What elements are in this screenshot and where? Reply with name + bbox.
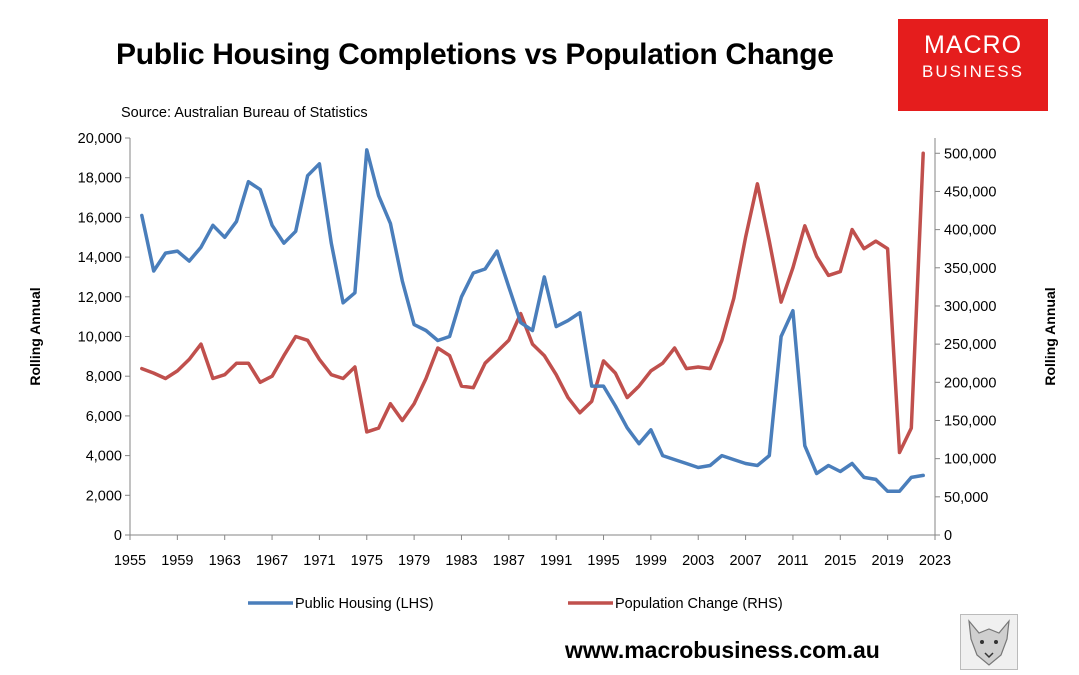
x-tick-label: 1999 <box>635 553 667 569</box>
x-tick-label: 1975 <box>351 553 383 569</box>
y-tick-label-right: 500,000 <box>944 146 996 162</box>
y-tick-label-left: 14,000 <box>78 250 122 266</box>
wolf-icon <box>960 614 1018 670</box>
chart-title: Public Housing Completions vs Population… <box>116 38 834 71</box>
x-tick-label: 1995 <box>587 553 619 569</box>
y-tick-label-left: 10,000 <box>78 330 122 346</box>
y-tick-label-right: 400,000 <box>944 223 996 239</box>
y-tick-label-right: 450,000 <box>944 184 996 200</box>
y-tick-label-left: 6,000 <box>86 409 122 425</box>
x-tick-label: 1987 <box>493 553 525 569</box>
y-tick-label-left: 2,000 <box>86 488 122 504</box>
y-tick-label-right: 350,000 <box>944 261 996 277</box>
y-tick-label-left: 12,000 <box>78 290 122 306</box>
y-tick-label-left: 0 <box>114 528 122 544</box>
x-tick-label: 1991 <box>540 553 572 569</box>
x-tick-label: 1967 <box>256 553 288 569</box>
y-tick-label-right: 300,000 <box>944 299 996 315</box>
y-tick-label-right: 50,000 <box>944 490 988 506</box>
series-line-population-change-rhs <box>140 151 925 455</box>
x-tick-label: 2023 <box>919 553 951 569</box>
x-tick-label: 2019 <box>872 553 904 569</box>
chart-series <box>140 148 925 494</box>
x-tick-label: 1955 <box>114 553 146 569</box>
website-url: www.macrobusiness.com.au <box>565 637 880 663</box>
x-tick-label: 1971 <box>303 553 335 569</box>
x-tick-label: 2011 <box>777 553 808 569</box>
chart-source: Source: Australian Bureau of Statistics <box>121 105 368 121</box>
x-tick-label: 1959 <box>161 553 193 569</box>
y-tick-label-right: 100,000 <box>944 452 996 468</box>
y-tick-label-left: 18,000 <box>78 171 122 187</box>
x-tick-label: 1979 <box>398 553 430 569</box>
y-tick-label-left: 16,000 <box>78 210 122 226</box>
y-tick-label-right: 0 <box>944 528 952 544</box>
y-tick-label-right: 150,000 <box>944 413 996 429</box>
x-tick-label: 2007 <box>729 553 761 569</box>
series-line-public-housing-lhs <box>140 148 925 494</box>
chart-axes: 0 2,000 4,000 6,000 8,000 10,000 12,000 14,000 1… <box>27 131 1058 569</box>
y-tick-label-left: 4,000 <box>86 449 122 465</box>
y-axis-title-left: Rolling Annual <box>27 287 43 385</box>
y-tick-label-left: 8,000 <box>86 369 122 385</box>
x-tick-label: 2003 <box>682 553 714 569</box>
y-tick-label-left: 20,000 <box>78 131 122 147</box>
y-tick-label-right: 200,000 <box>944 375 996 391</box>
logo-line1: MACRO <box>923 31 1023 59</box>
y-axis-title-right: Rolling Annual <box>1042 287 1058 385</box>
logo-line2: BUSINESS <box>922 62 1024 81</box>
x-tick-label: 2015 <box>824 553 856 569</box>
y-tick-label-right: 250,000 <box>944 337 996 353</box>
legend-label-public-housing-lhs: Public Housing (LHS) <box>295 596 434 612</box>
x-tick-label: 1983 <box>445 553 477 569</box>
x-tick-label: 1963 <box>209 553 241 569</box>
legend-label-population-change-rhs: Population Change (RHS) <box>615 596 783 612</box>
macrobusiness-logo: MACRO BUSINESS <box>898 19 1048 111</box>
chart-legend: Public Housing (LHS) Population Change (R… <box>248 596 783 612</box>
